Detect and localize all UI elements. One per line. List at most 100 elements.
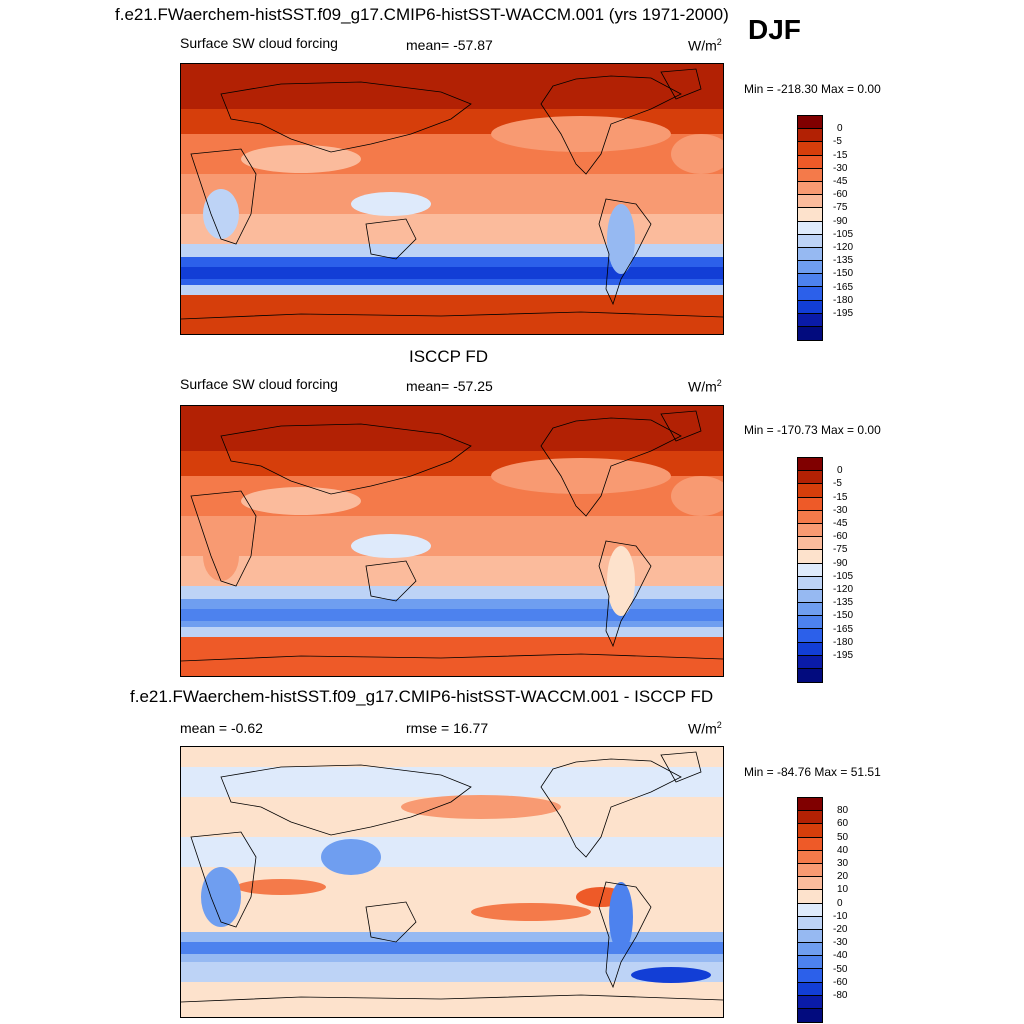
coastline [181, 994, 723, 1003]
panel-2-colorbar [797, 457, 823, 684]
contour-band-northern-midlat [181, 767, 723, 797]
panel-2-field-label: Surface SW cloud forcing [180, 376, 338, 392]
colorbar-swatch [798, 995, 822, 1009]
colorbar-tick-label: -150 [833, 610, 854, 622]
colorbar-tick-label: -20 [833, 924, 848, 935]
colorbar-tick-label: -90 [833, 557, 848, 569]
coastline [365, 218, 417, 260]
panel-1-colorbar [797, 115, 823, 342]
colorbar-swatch [798, 850, 822, 864]
colorbar-tick-label: -135 [833, 255, 854, 267]
contour-region-south-america [609, 882, 633, 952]
colorbar-tick-label: -180 [833, 636, 854, 648]
colorbar-swatch [798, 484, 822, 498]
contour-region-north-pacific [491, 458, 671, 494]
colorbar-swatch [798, 313, 822, 327]
colorbar-swatch [798, 234, 822, 248]
coastline [220, 764, 472, 836]
colorbar-tick-label: 40 [837, 844, 849, 856]
colorbar-tick-label: -75 [833, 202, 848, 214]
panel-3-contour-field [181, 747, 723, 1017]
panel-3-minmax: Min = -84.76 Max = 51.51 [744, 765, 881, 779]
contour-region-africa [203, 189, 239, 239]
contour-region-north-pacific [491, 116, 671, 152]
colorbar-tick-label: -195 [833, 308, 854, 319]
colorbar-swatch [798, 655, 822, 669]
panel-2-units: W/m2 [688, 378, 722, 395]
colorbar-swatch [798, 669, 822, 683]
colorbar-swatch [798, 155, 822, 169]
colorbar-swatch [798, 550, 822, 564]
colorbar-tick-label: -165 [833, 623, 854, 635]
panel-2-map [180, 405, 724, 677]
coastline [220, 423, 472, 495]
contour-band-tropics [181, 837, 723, 867]
contour-band-southern-ocean-edge [181, 244, 723, 259]
contour-region-maritime-continent [321, 839, 381, 875]
colorbar-swatch [798, 221, 822, 235]
colorbar-tick-label: 80 [837, 805, 849, 817]
coastline [660, 751, 702, 783]
colorbar-swatch [798, 458, 822, 472]
contour-region-south-atlantic [631, 967, 711, 983]
colorbar-swatch [798, 903, 822, 917]
colorbar-swatch [798, 261, 822, 275]
colorbar-swatch [798, 523, 822, 538]
colorbar-tick-label: 30 [837, 858, 849, 869]
colorbar-tick-label: -30 [833, 504, 848, 516]
contour-band-antarctic [181, 295, 723, 334]
coastline [190, 148, 257, 245]
contour-band-subtropics [181, 174, 723, 214]
contour-band-southern-ocean-edge [181, 285, 723, 295]
coastline [540, 758, 682, 858]
colorbar-swatch [798, 274, 822, 288]
coastline [660, 68, 702, 100]
colorbar-tick-label: 20 [837, 871, 849, 883]
colorbar-swatch [798, 642, 822, 656]
contour-region-africa [201, 867, 241, 927]
colorbar-tick-label: -10 [833, 910, 848, 922]
colorbar-swatch [798, 327, 822, 341]
panel-2-title: ISCCP FD [409, 347, 489, 366]
panel-3-colorbar [797, 797, 823, 1024]
colorbar-tick-label: -105 [833, 570, 854, 582]
colorbar-tick-label: -45 [833, 176, 848, 187]
colorbar-swatch [798, 943, 822, 957]
colorbar-tick-label: -5 [833, 478, 842, 490]
panel-1-minmax: Min = -218.30 Max = 0.00 [744, 82, 881, 96]
colorbar-tick-label: -40 [833, 950, 848, 962]
panel-3-units: W/m2 [688, 720, 722, 737]
colorbar-tick-label: 60 [837, 818, 849, 830]
contour-region-maritime-continent [351, 534, 431, 558]
colorbar-tick-label: -15 [833, 491, 848, 503]
colorbar-swatch [798, 1009, 822, 1023]
coastline [181, 653, 723, 662]
colorbar-tick-label: -75 [833, 544, 848, 556]
colorbar-swatch [798, 877, 822, 891]
colorbar-swatch [798, 208, 822, 222]
panel-2-minmax: Min = -170.73 Max = 0.00 [744, 423, 881, 437]
colorbar-swatch [798, 982, 822, 996]
colorbar-swatch [798, 181, 822, 196]
colorbar-tick-label: -60 [833, 189, 848, 201]
panel-1-field-label: Surface SW cloud forcing [180, 35, 338, 51]
coastline [598, 881, 652, 989]
panel-3-mean: mean = -0.62 [180, 720, 263, 736]
season-label: DJF [748, 14, 801, 45]
coastline [181, 311, 723, 320]
contour-region-africa [203, 531, 239, 581]
panel-1-mean: mean= -57.87 [406, 37, 493, 53]
colorbar-swatch [798, 247, 822, 262]
coastline [540, 75, 682, 175]
panel-1-units: W/m2 [688, 37, 722, 54]
colorbar-tick-label: -80 [833, 990, 848, 1001]
colorbar-swatch [798, 510, 822, 524]
colorbar-tick-label: -60 [833, 531, 848, 543]
colorbar-tick-label: -50 [833, 963, 848, 975]
colorbar-swatch [798, 616, 822, 630]
coastline [220, 81, 472, 153]
colorbar-swatch [798, 168, 822, 182]
colorbar-swatch [798, 287, 822, 301]
colorbar-swatch [798, 969, 822, 983]
colorbar-swatch [798, 890, 822, 904]
